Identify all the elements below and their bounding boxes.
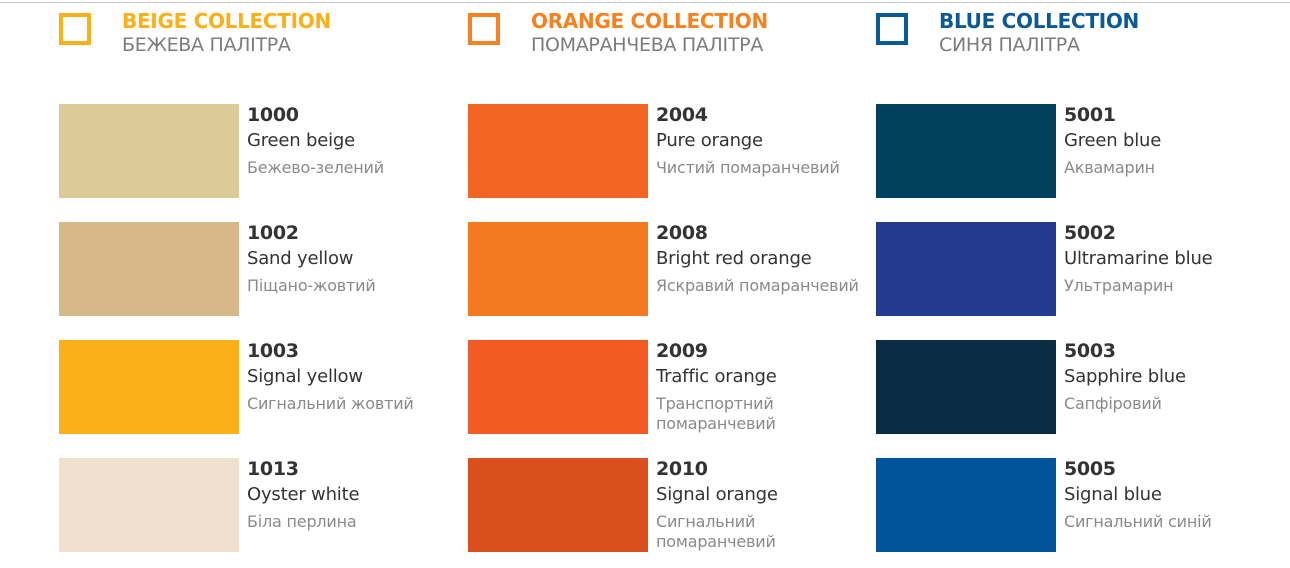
- color-swatch: [876, 340, 1056, 434]
- color-code: 1013: [247, 458, 299, 480]
- color-swatch: [59, 340, 239, 434]
- color-name-ukrainian: Сигнальний помаранчевий: [656, 512, 776, 551]
- color-code: 5003: [1064, 340, 1116, 362]
- color-code: 2008: [656, 222, 708, 244]
- color-name: Pure orange: [656, 130, 763, 151]
- collection-title: BEIGE COLLECTION: [122, 9, 331, 33]
- color-swatch: [468, 340, 648, 434]
- swatch-item: 2009 Traffic orange Транспортний помаран…: [468, 340, 868, 435]
- color-code: 5005: [1064, 458, 1116, 480]
- color-swatch: [876, 458, 1056, 552]
- blue-collection: BLUE COLLECTION СИНЯ ПАЛІТРА 5001 Green …: [876, 0, 1276, 552]
- swatch-item: 1000 Green beige Бежево-зелений: [59, 104, 459, 199]
- square-outline-icon: [59, 13, 91, 45]
- color-name: Green blue: [1064, 130, 1162, 151]
- collection-subtitle: СИНЯ ПАЛІТРА: [939, 34, 1080, 56]
- color-name: Signal orange: [656, 484, 778, 505]
- swatch-item: 5001 Green blue Аквамарин: [876, 104, 1276, 199]
- color-code: 1003: [247, 340, 299, 362]
- swatch-item: 1003 Signal yellow Сигнальний жовтий: [59, 340, 459, 435]
- color-name-ukrainian: Транспортний помаранчевий: [656, 394, 776, 433]
- color-name-ukrainian: Чистий помаранчевий: [656, 158, 840, 177]
- color-name-ukrainian: Сигнальний жовтий: [247, 394, 414, 413]
- color-code: 2010: [656, 458, 708, 480]
- color-swatch: [59, 222, 239, 316]
- collection-title: BLUE COLLECTION: [939, 9, 1139, 33]
- collection-header: ORANGE COLLECTION ПОМАРАНЧЕВА ПАЛІТРА: [468, 0, 868, 70]
- square-outline-icon: [468, 13, 500, 45]
- color-name: Sand yellow: [247, 248, 354, 269]
- color-name: Ultramarine blue: [1064, 248, 1213, 269]
- color-swatch: [59, 104, 239, 198]
- collection-subtitle: БЕЖЕВА ПАЛІТРА: [122, 34, 291, 56]
- color-name-ukrainian: Біла перлина: [247, 512, 357, 531]
- color-swatch: [59, 458, 239, 552]
- color-code: 1002: [247, 222, 299, 244]
- color-name-ukrainian: Аквамарин: [1064, 158, 1155, 177]
- color-code: 5001: [1064, 104, 1116, 126]
- collection-header: BEIGE COLLECTION БЕЖЕВА ПАЛІТРА: [59, 0, 459, 70]
- color-swatch: [468, 222, 648, 316]
- swatch-item: 1013 Oyster white Біла перлина: [59, 458, 459, 553]
- swatch-item: 2004 Pure orange Чистий помаранчевий: [468, 104, 868, 199]
- color-name: Signal blue: [1064, 484, 1162, 505]
- color-code: 2009: [656, 340, 708, 362]
- swatch-item: 5002 Ultramarine blue Ультрамарин: [876, 222, 1276, 317]
- collection-header: BLUE COLLECTION СИНЯ ПАЛІТРА: [876, 0, 1276, 70]
- color-swatch: [468, 104, 648, 198]
- color-code: 2004: [656, 104, 708, 126]
- swatch-item: 2010 Signal orange Сигнальний помаранчев…: [468, 458, 868, 553]
- color-name: Signal yellow: [247, 366, 363, 387]
- swatch-item: 5005 Signal blue Сигнальний синій: [876, 458, 1276, 553]
- color-name-ukrainian: Піщано-жовтий: [247, 276, 376, 295]
- color-code: 5002: [1064, 222, 1116, 244]
- swatch-item: 1002 Sand yellow Піщано-жовтий: [59, 222, 459, 317]
- color-swatch: [468, 458, 648, 552]
- color-swatch: [876, 222, 1056, 316]
- color-name: Bright red orange: [656, 248, 812, 269]
- swatch-item: 2008 Bright red orange Яскравий помаранч…: [468, 222, 868, 317]
- color-name-ukrainian: Бежево-зелений: [247, 158, 384, 177]
- swatch-item: 5003 Sapphire blue Сапфіровий: [876, 340, 1276, 435]
- color-name-ukrainian: Сапфіровий: [1064, 394, 1162, 413]
- color-name: Sapphire blue: [1064, 366, 1186, 387]
- color-name-ukrainian: Сигнальний синій: [1064, 512, 1212, 531]
- color-name: Traffic orange: [656, 366, 777, 387]
- top-divider: [0, 2, 1290, 3]
- beige-collection: BEIGE COLLECTION БЕЖЕВА ПАЛІТРА 1000 Gre…: [59, 0, 459, 552]
- collection-title: ORANGE COLLECTION: [531, 9, 768, 33]
- orange-collection: ORANGE COLLECTION ПОМАРАНЧЕВА ПАЛІТРА 20…: [468, 0, 868, 552]
- color-name-ukrainian: Ультрамарин: [1064, 276, 1174, 295]
- color-name: Green beige: [247, 130, 356, 151]
- color-swatch: [876, 104, 1056, 198]
- collection-subtitle: ПОМАРАНЧЕВА ПАЛІТРА: [531, 34, 764, 56]
- color-code: 1000: [247, 104, 299, 126]
- square-outline-icon: [876, 13, 908, 45]
- color-name-ukrainian: Яскравий помаранчевий: [656, 276, 859, 295]
- color-name: Oyster white: [247, 484, 360, 505]
